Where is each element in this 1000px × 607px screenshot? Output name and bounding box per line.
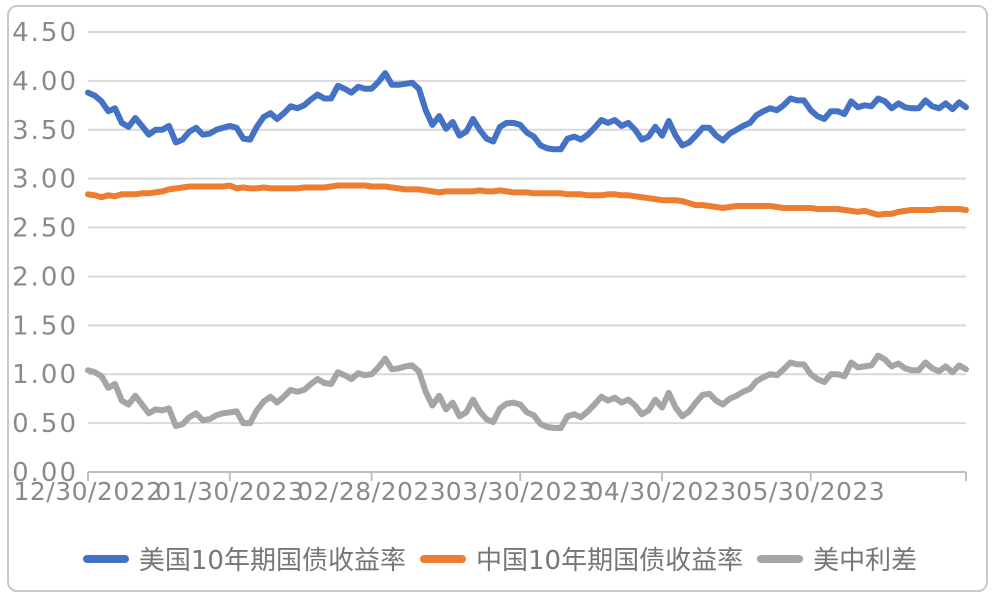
y-tick-label: 2.50 xyxy=(12,214,78,244)
legend-label-cn10y: 中国10年期国债收益率 xyxy=(475,546,744,576)
x-tick-label: 05/30/2023 xyxy=(736,477,885,506)
y-tick-label: 0.50 xyxy=(12,409,78,439)
legend-swatch-spread xyxy=(757,554,804,563)
y-tick-label: 4.50 xyxy=(12,18,78,48)
chart-legend: 美国10年期国债收益率 中国10年期国债收益率 美中利差 xyxy=(0,540,1000,577)
x-tick-label: 03/30/2023 xyxy=(446,477,595,506)
y-tick-label: 0.00 xyxy=(12,458,78,488)
legend-label-spread: 美中利差 xyxy=(813,546,918,576)
x-tick-label: 12/30/2022 xyxy=(13,477,162,506)
image-border-frame xyxy=(7,5,988,592)
legend-item-cn10y: 中国10年期国债收益率 xyxy=(419,540,744,577)
legend-swatch-us10y xyxy=(82,554,129,563)
y-tick-label: 1.00 xyxy=(12,360,78,390)
y-tick-label: 4.00 xyxy=(12,67,78,97)
legend-item-us10y: 美国10年期国债收益率 xyxy=(82,540,406,577)
y-tick-label: 3.00 xyxy=(12,165,78,195)
us10y-series-line xyxy=(85,70,969,153)
y-tick-label: 2.00 xyxy=(12,262,78,292)
legend-item-spread: 美中利差 xyxy=(757,540,917,577)
spread-series-line xyxy=(85,352,969,431)
y-tick-label: 1.50 xyxy=(12,311,78,341)
x-tick-label: 04/30/2023 xyxy=(588,477,737,506)
x-tick-label: 01/30/2023 xyxy=(155,477,304,506)
y-tick-label: 3.50 xyxy=(12,116,78,146)
x-tick-label: 02/28/2023 xyxy=(297,477,446,506)
cn10y-series-line xyxy=(85,182,969,218)
legend-swatch-cn10y xyxy=(419,554,466,563)
legend-label-us10y: 美国10年期国债收益率 xyxy=(138,546,406,576)
